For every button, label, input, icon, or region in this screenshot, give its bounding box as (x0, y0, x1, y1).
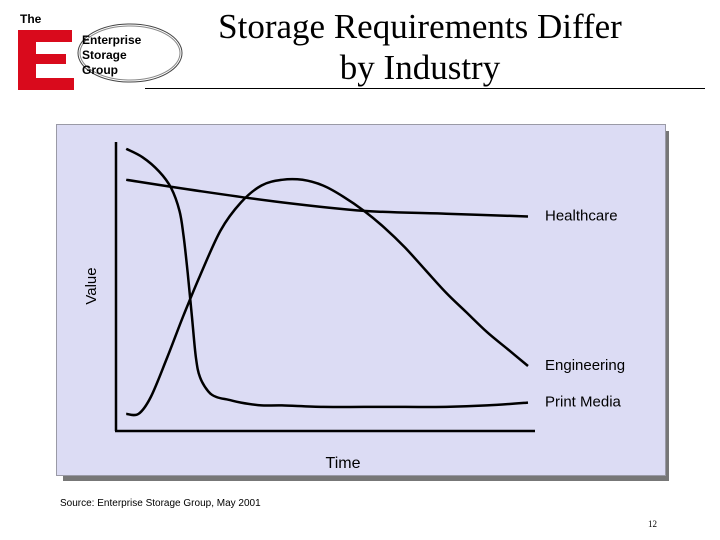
series-line-engineering (126, 177, 529, 417)
x-axis-label: Time (326, 455, 361, 472)
y-axis-label: Value (83, 267, 100, 304)
series-layer (125, 147, 529, 417)
slide-title: Storage Requirements Differ by Industry (190, 6, 650, 88)
slide-title-line-1: Storage Requirements Differ (218, 7, 622, 46)
page-number: 12 (648, 519, 657, 529)
esg-logo-graphic (18, 23, 183, 90)
esg-logo: The Enterprise Storage Group (10, 8, 190, 98)
series-line-print-media (125, 147, 529, 409)
logo-company-name: Enterprise Storage Group (82, 33, 141, 78)
logo-ellipse-inner (79, 25, 181, 81)
series-label-print-media: Print Media (545, 394, 622, 411)
logo-line-group: Group (82, 63, 118, 77)
logo-line-enterprise: Enterprise (82, 33, 142, 47)
chart-panel (56, 124, 666, 476)
slide-title-line-2: by Industry (339, 48, 501, 87)
series-label-engineering: Engineering (545, 357, 625, 374)
title-divider (145, 88, 705, 89)
source-note: Source: Enterprise Storage Group, May 20… (60, 498, 261, 509)
logo-ellipse (77, 23, 183, 83)
series-label-healthcare: Healthcare (545, 208, 618, 225)
logo-the-text: The (20, 12, 42, 26)
series-label-layer: Healthcare Engineering Print Media (545, 208, 625, 411)
logo-e-letter (18, 30, 74, 90)
logo-line-storage: Storage (82, 48, 127, 62)
series-line-healthcare (126, 178, 529, 218)
